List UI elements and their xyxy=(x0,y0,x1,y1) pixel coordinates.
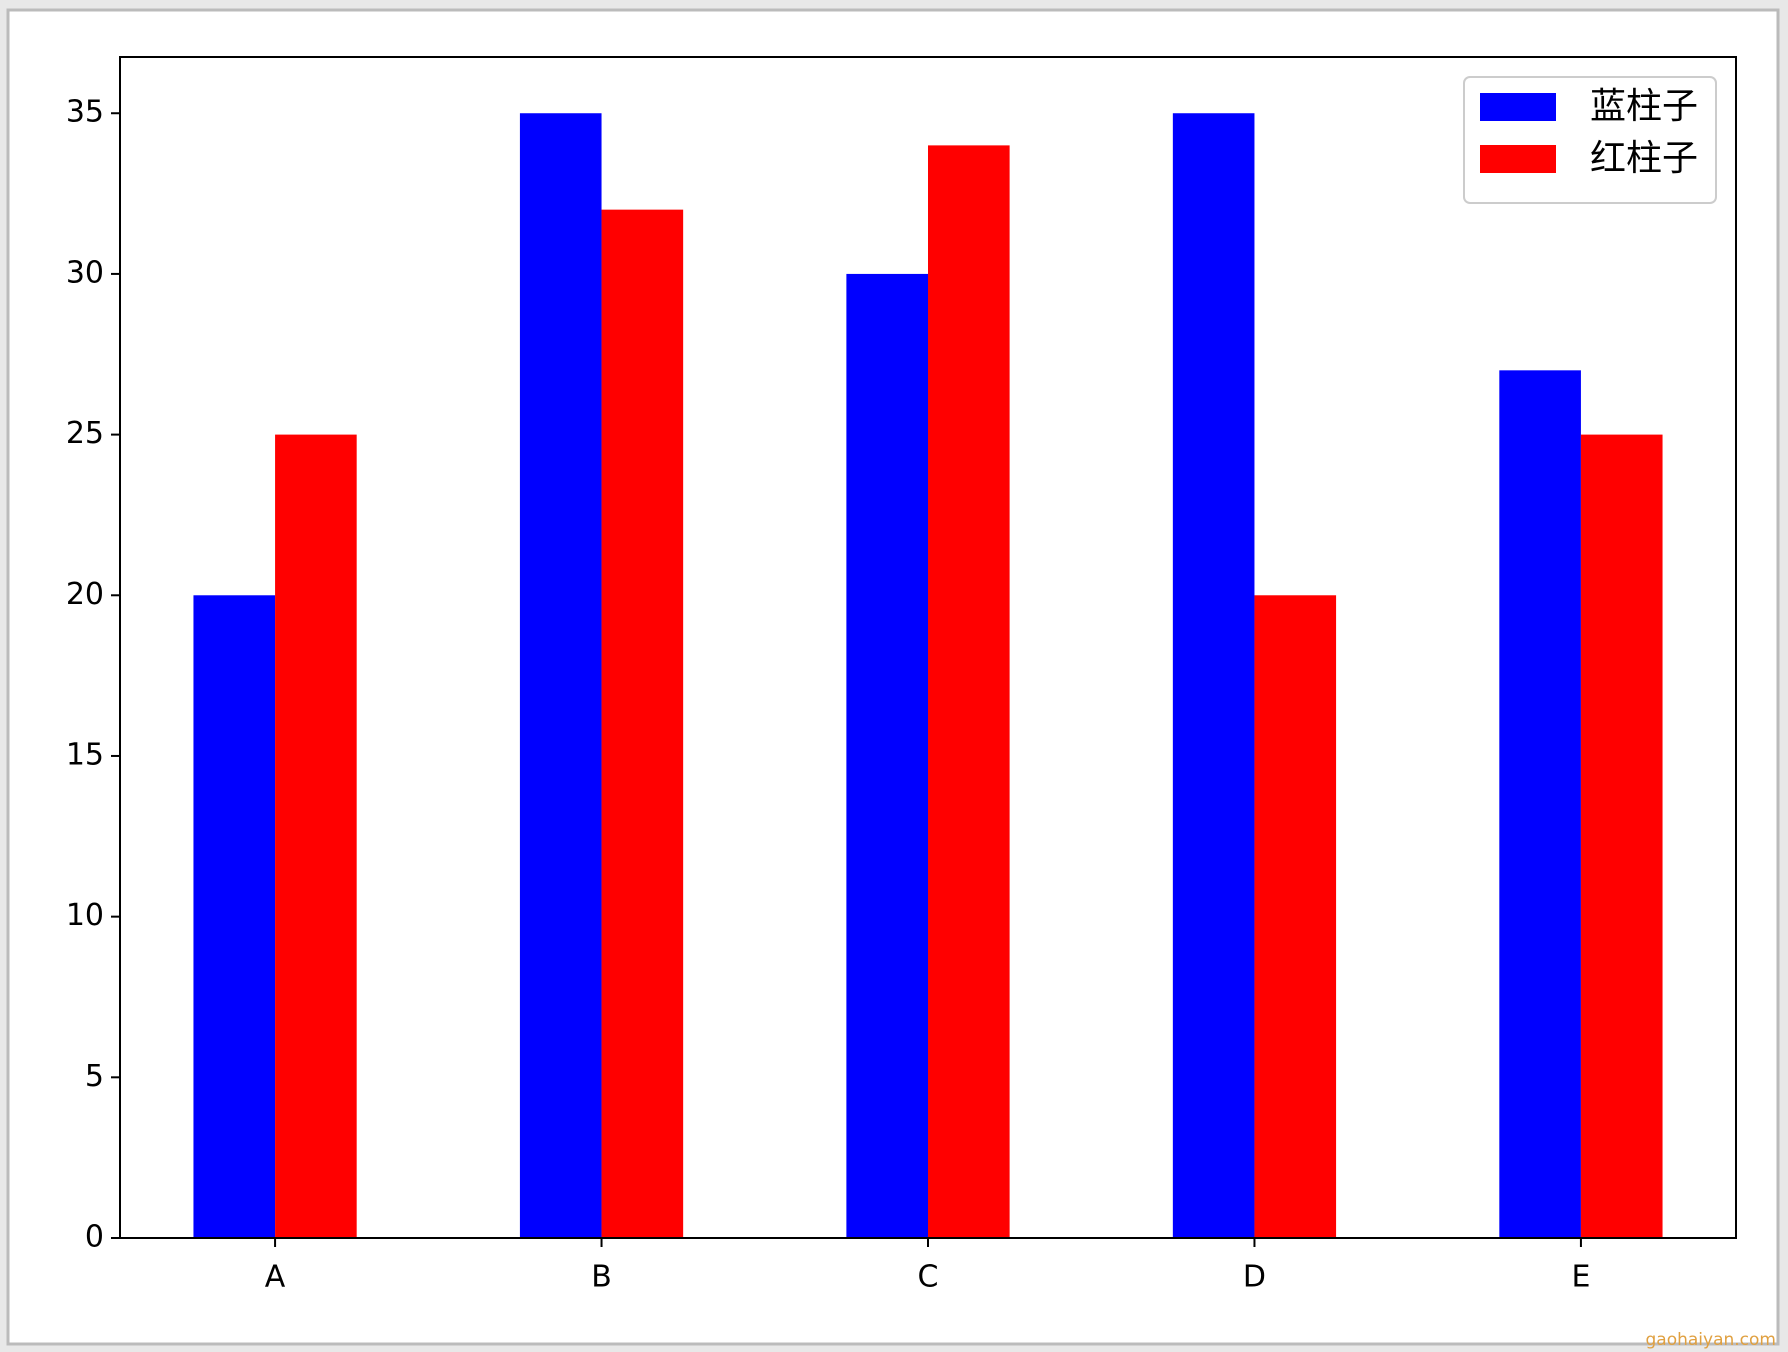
y-tick-label: 20 xyxy=(66,577,104,612)
bar xyxy=(1254,595,1337,1238)
bar xyxy=(928,145,1010,1238)
y-tick-label: 35 xyxy=(66,95,104,130)
watermark: gaohaiyan.com xyxy=(1646,1330,1777,1350)
legend-swatch xyxy=(1480,93,1556,121)
bar xyxy=(846,273,928,1239)
axes-frame xyxy=(119,56,1737,1239)
bar xyxy=(1172,113,1255,1239)
y-tick-label: 0 xyxy=(85,1220,104,1255)
bar xyxy=(193,595,276,1238)
x-tick-label: B xyxy=(591,1260,612,1295)
y-tick-label: 25 xyxy=(66,416,104,451)
y-tick-label: 5 xyxy=(85,1059,104,1094)
y-tick-label: 15 xyxy=(66,737,104,772)
legend-label: 红柱子 xyxy=(1590,138,1698,179)
y-tick-label: 30 xyxy=(66,255,104,290)
bar xyxy=(1580,434,1663,1238)
legend-swatch xyxy=(1480,145,1556,173)
x-tick-label: A xyxy=(265,1260,286,1295)
bar xyxy=(275,434,357,1238)
bar xyxy=(1499,370,1581,1238)
y-tick-label: 10 xyxy=(66,898,104,933)
bar xyxy=(601,209,684,1239)
x-tick-label: E xyxy=(1571,1260,1590,1295)
x-tick-label: C xyxy=(918,1260,939,1295)
x-tick-label: D xyxy=(1243,1260,1266,1295)
bar xyxy=(519,113,602,1239)
legend-label: 蓝柱子 xyxy=(1590,86,1698,127)
